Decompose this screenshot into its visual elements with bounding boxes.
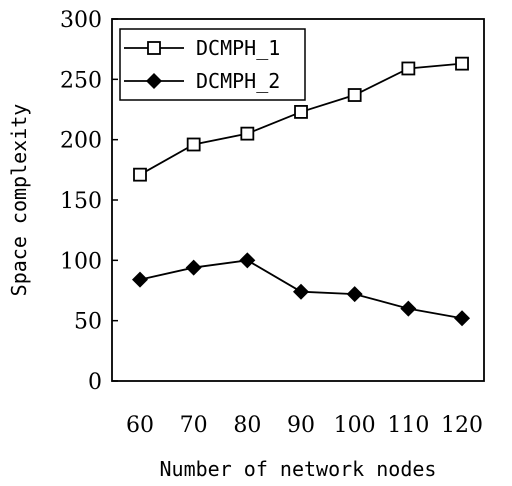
y-axis-title: Space complexity (7, 104, 31, 297)
y-tick-label: 50 (74, 310, 102, 335)
x-tick-label: 100 (334, 413, 376, 438)
data-point-open-square (347, 88, 362, 102)
data-point-filled-diamond (293, 283, 310, 300)
x-tick-label: 80 (233, 413, 261, 438)
data-point-filled-diamond (239, 252, 256, 269)
data-point-open-square (186, 137, 201, 152)
legend-entry-dcmph-2: DCMPH_2 (124, 69, 280, 93)
y-tick-label: 300 (60, 8, 102, 33)
legend-marker-open-square (147, 41, 161, 55)
y-tick-label: 150 (60, 189, 102, 214)
data-point-open-square (240, 126, 255, 141)
x-tick-label: 90 (287, 413, 315, 438)
legend-entry-dcmph-1: DCMPH_1 (124, 36, 280, 60)
data-point-filled-diamond (400, 300, 417, 317)
x-axis-title: Number of network nodes (160, 457, 437, 481)
x-tick-label: 70 (180, 413, 208, 438)
data-point-filled-diamond (454, 310, 471, 327)
data-point-filled-diamond (185, 259, 202, 276)
y-tick-label: 100 (60, 249, 102, 274)
x-tick-label: 110 (387, 413, 429, 438)
legend: DCMPH_1 DCMPH_2 (119, 28, 306, 101)
data-point-open-square (455, 56, 469, 71)
y-tick-label: 250 (60, 68, 102, 93)
y-tick-label: 0 (88, 370, 102, 395)
data-point-open-square (401, 61, 416, 76)
data-point-filled-diamond (346, 286, 363, 303)
legend-label-dcmph-1: DCMPH_1 (196, 36, 280, 60)
data-point-filled-diamond (132, 271, 148, 288)
data-point-open-square (133, 167, 147, 182)
y-tick-label: 200 (60, 129, 102, 154)
y-axis-ticks: 0 50 100 150 200 250 300 (60, 8, 118, 395)
x-tick-label: 120 (441, 413, 483, 438)
legend-box (119, 28, 306, 101)
data-point-open-square (294, 105, 308, 119)
legend-label-dcmph-2: DCMPH_2 (196, 69, 280, 93)
legend-marker-filled-diamond (146, 73, 162, 89)
series-layer (132, 56, 471, 327)
x-axis-ticks: 60 70 80 90 100 110 120 (126, 413, 483, 438)
x-tick-label: 60 (126, 413, 154, 438)
